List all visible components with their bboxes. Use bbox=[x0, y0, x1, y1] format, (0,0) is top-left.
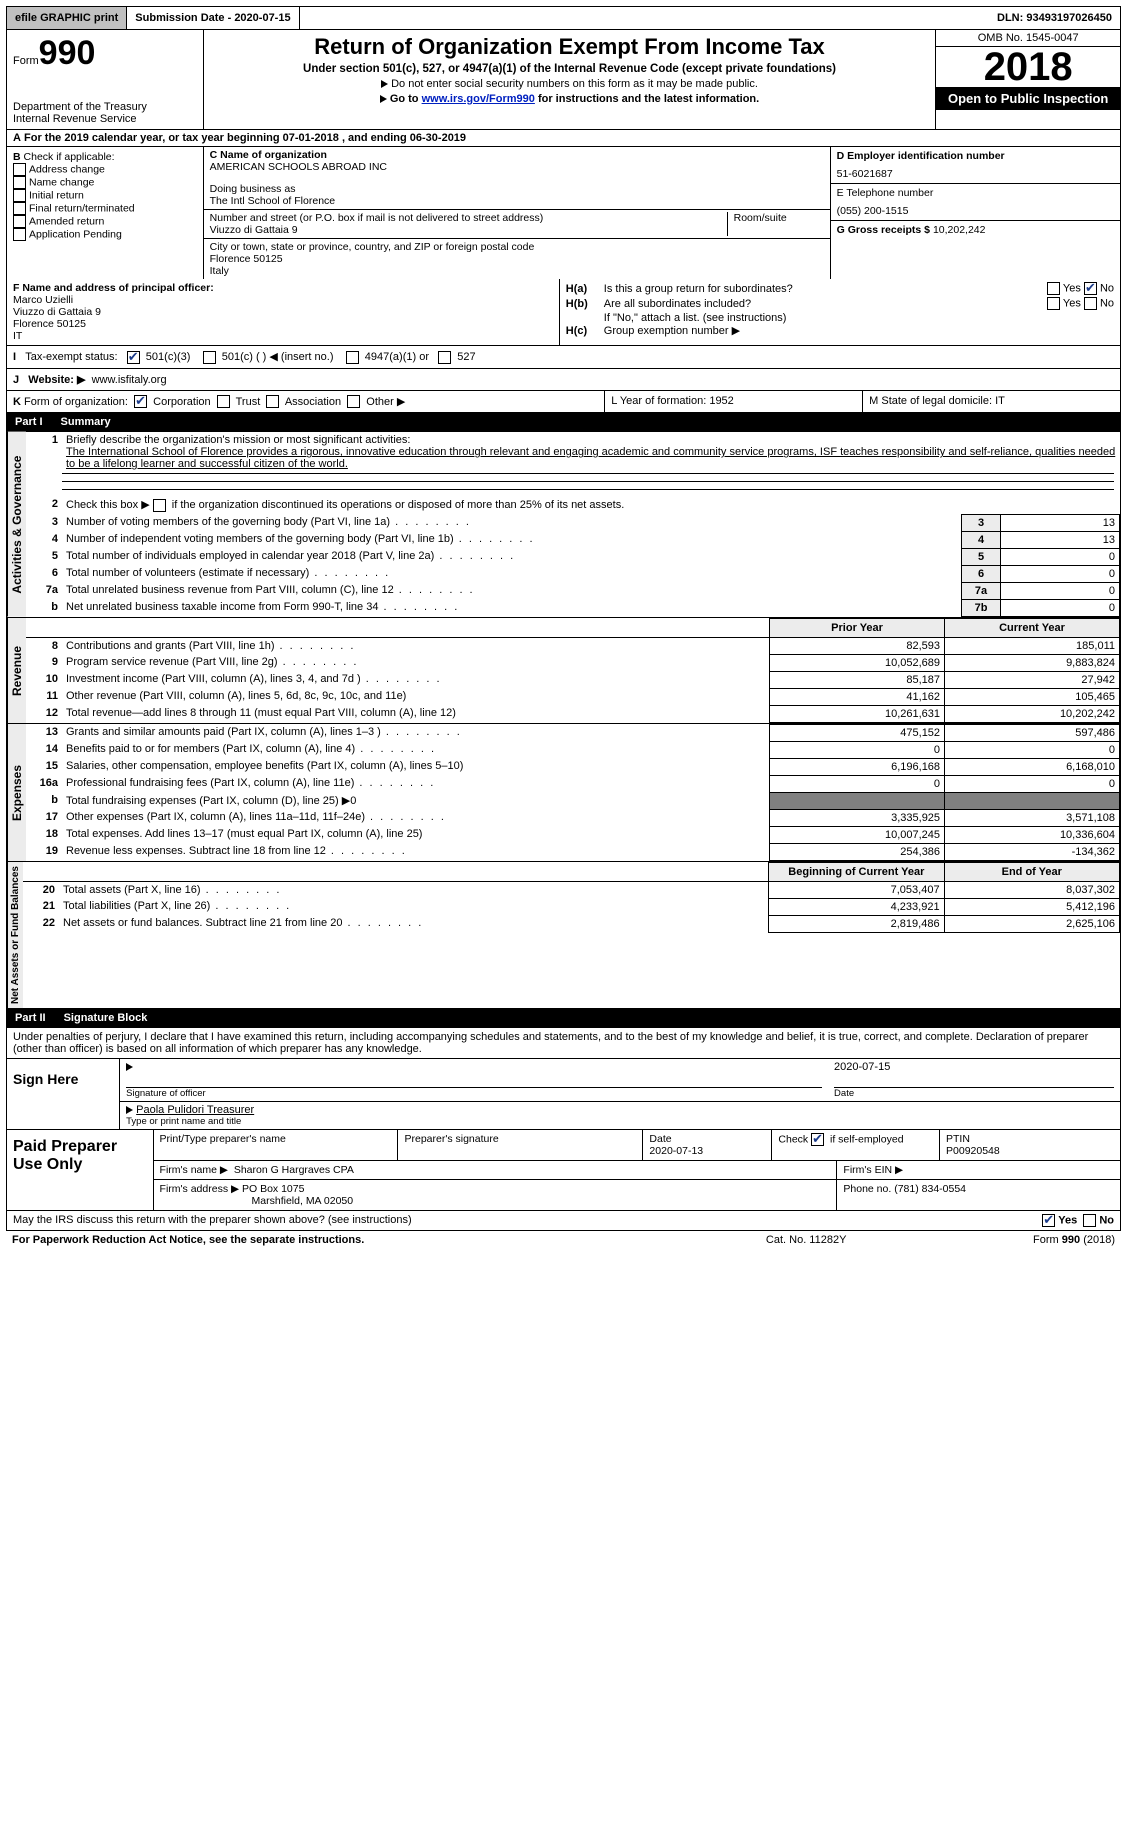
vlabel-expenses: Expenses bbox=[7, 724, 26, 861]
checkbox-corp[interactable] bbox=[134, 395, 147, 408]
form-title: Return of Organization Exempt From Incom… bbox=[208, 34, 932, 60]
telephone: (055) 200-1515 bbox=[837, 205, 1114, 217]
arrow-icon bbox=[381, 80, 388, 88]
section-revenue: Revenue Prior YearCurrent Year 8Contribu… bbox=[6, 618, 1121, 724]
checkbox-discontinued[interactable] bbox=[153, 499, 166, 512]
checkbox-discuss-no[interactable] bbox=[1083, 1214, 1096, 1227]
officer-printed-name: Paola Pulidori Treasurer bbox=[136, 1104, 254, 1116]
part1-header: Part I Summary bbox=[6, 413, 1121, 432]
firm-addr1: PO Box 1075 bbox=[242, 1183, 304, 1195]
checkbox-amended[interactable] bbox=[13, 215, 26, 228]
gross-receipts: 10,202,242 bbox=[933, 224, 986, 236]
checkbox-501c3[interactable] bbox=[127, 351, 140, 364]
section-net-assets: Net Assets or Fund Balances Beginning of… bbox=[6, 862, 1121, 1009]
box-b: B Check if applicable: Address change Na… bbox=[7, 147, 204, 279]
paid-preparer-label: Paid Preparer Use Only bbox=[7, 1130, 154, 1210]
vlabel-revenue: Revenue bbox=[7, 618, 26, 723]
ein: 51-6021687 bbox=[837, 168, 1114, 180]
checkbox-app-pending[interactable] bbox=[13, 228, 26, 241]
checkbox-ha-yes[interactable] bbox=[1047, 282, 1060, 295]
public-inspection: Open to Public Inspection bbox=[936, 87, 1120, 110]
dln: DLN: 93493197026450 bbox=[989, 7, 1120, 29]
firm-name: Sharon G Hargraves CPA bbox=[234, 1164, 354, 1176]
prep-date: 2020-07-13 bbox=[649, 1145, 703, 1157]
page-footer: For Paperwork Reduction Act Notice, see … bbox=[6, 1231, 1121, 1249]
arrow-icon bbox=[126, 1106, 133, 1114]
org-name: AMERICAN SCHOOLS ABROAD INC bbox=[210, 161, 824, 173]
checkbox-name-change[interactable] bbox=[13, 176, 26, 189]
signature-block: Under penalties of perjury, I declare th… bbox=[6, 1028, 1121, 1130]
form-subtitle: Under section 501(c), 527, or 4947(a)(1)… bbox=[208, 63, 932, 75]
ssn-warning: Do not enter social security numbers on … bbox=[391, 78, 758, 90]
year-formation: L Year of formation: 1952 bbox=[605, 391, 863, 413]
row-j-website: J Website: ▶ www.isfitaly.org bbox=[6, 369, 1121, 391]
form-number: 990 bbox=[39, 34, 96, 72]
checkbox-address-change[interactable] bbox=[13, 163, 26, 176]
checkbox-initial-return[interactable] bbox=[13, 189, 26, 202]
goto-post: for instructions and the latest informat… bbox=[535, 93, 759, 105]
row-discuss: May the IRS discuss this return with the… bbox=[6, 1211, 1121, 1231]
mission-text: The International School of Florence pro… bbox=[66, 446, 1115, 470]
form-header: Form990 Department of the Treasury Inter… bbox=[6, 30, 1121, 130]
street-address: Viuzzo di Gattaia 9 bbox=[210, 224, 721, 236]
part2-header: Part II Signature Block bbox=[6, 1009, 1121, 1028]
room-suite: Room/suite bbox=[728, 212, 824, 236]
checkbox-self-employed[interactable] bbox=[811, 1133, 824, 1146]
form-label: Form bbox=[13, 55, 39, 67]
checkbox-trust[interactable] bbox=[217, 395, 230, 408]
firm-addr2: Marshfield, MA 02050 bbox=[252, 1195, 354, 1207]
ptin: P00920548 bbox=[946, 1145, 1000, 1157]
vlabel-governance: Activities & Governance bbox=[7, 432, 26, 617]
goto-pre: Go to bbox=[390, 93, 422, 105]
checkbox-ha-no[interactable] bbox=[1084, 282, 1097, 295]
checkbox-hb-yes[interactable] bbox=[1047, 297, 1060, 310]
checkbox-discuss-yes[interactable] bbox=[1042, 1214, 1055, 1227]
officer-group-block: F Name and address of principal officer:… bbox=[6, 279, 1121, 346]
irs-link[interactable]: www.irs.gov/Form990 bbox=[422, 93, 535, 105]
state-domicile: M State of legal domicile: IT bbox=[863, 391, 1120, 413]
city-zip: Florence 50125 bbox=[210, 253, 824, 265]
top-bar: efile GRAPHIC print Submission Date - 20… bbox=[6, 6, 1121, 30]
section-governance: Activities & Governance 1Briefly describ… bbox=[6, 432, 1121, 618]
vlabel-net-assets: Net Assets or Fund Balances bbox=[7, 862, 23, 1008]
checkbox-527[interactable] bbox=[438, 351, 451, 364]
identity-block: B Check if applicable: Address change Na… bbox=[6, 147, 1121, 279]
checkbox-hb-no[interactable] bbox=[1084, 297, 1097, 310]
perjury-statement: Under penalties of perjury, I declare th… bbox=[7, 1028, 1120, 1059]
checkbox-final-return[interactable] bbox=[13, 202, 26, 215]
dept-irs: Internal Revenue Service bbox=[13, 113, 197, 125]
firm-phone: (781) 834-0554 bbox=[894, 1183, 966, 1195]
efile-label[interactable]: efile GRAPHIC print bbox=[7, 7, 127, 29]
section-expenses: Expenses 13Grants and similar amounts pa… bbox=[6, 724, 1121, 862]
dba-name: The Intl School of Florence bbox=[210, 195, 824, 207]
arrow-icon bbox=[380, 95, 387, 103]
checkbox-assoc[interactable] bbox=[266, 395, 279, 408]
sig-date: 2020-07-15 bbox=[834, 1061, 890, 1073]
row-i-tax-status: I Tax-exempt status: 501(c)(3) 501(c) ( … bbox=[6, 346, 1121, 369]
paid-preparer-block: Paid Preparer Use Only Print/Type prepar… bbox=[6, 1130, 1121, 1211]
website: www.isfitaly.org bbox=[92, 374, 167, 386]
officer-name: Marco Uzielli bbox=[13, 294, 553, 306]
checkbox-501c[interactable] bbox=[203, 351, 216, 364]
submission-date: Submission Date - 2020-07-15 bbox=[127, 7, 299, 29]
arrow-icon bbox=[126, 1063, 133, 1071]
sign-here-label: Sign Here bbox=[7, 1059, 120, 1129]
row-a-period: A For the 2019 calendar year, or tax yea… bbox=[6, 130, 1121, 147]
country: Italy bbox=[210, 265, 824, 277]
tax-year: 2018 bbox=[936, 47, 1120, 87]
row-k-org-form: K Form of organization: Corporation Trus… bbox=[6, 391, 1121, 414]
checkbox-4947[interactable] bbox=[346, 351, 359, 364]
dept-treasury: Department of the Treasury bbox=[13, 101, 197, 113]
checkbox-other[interactable] bbox=[347, 395, 360, 408]
